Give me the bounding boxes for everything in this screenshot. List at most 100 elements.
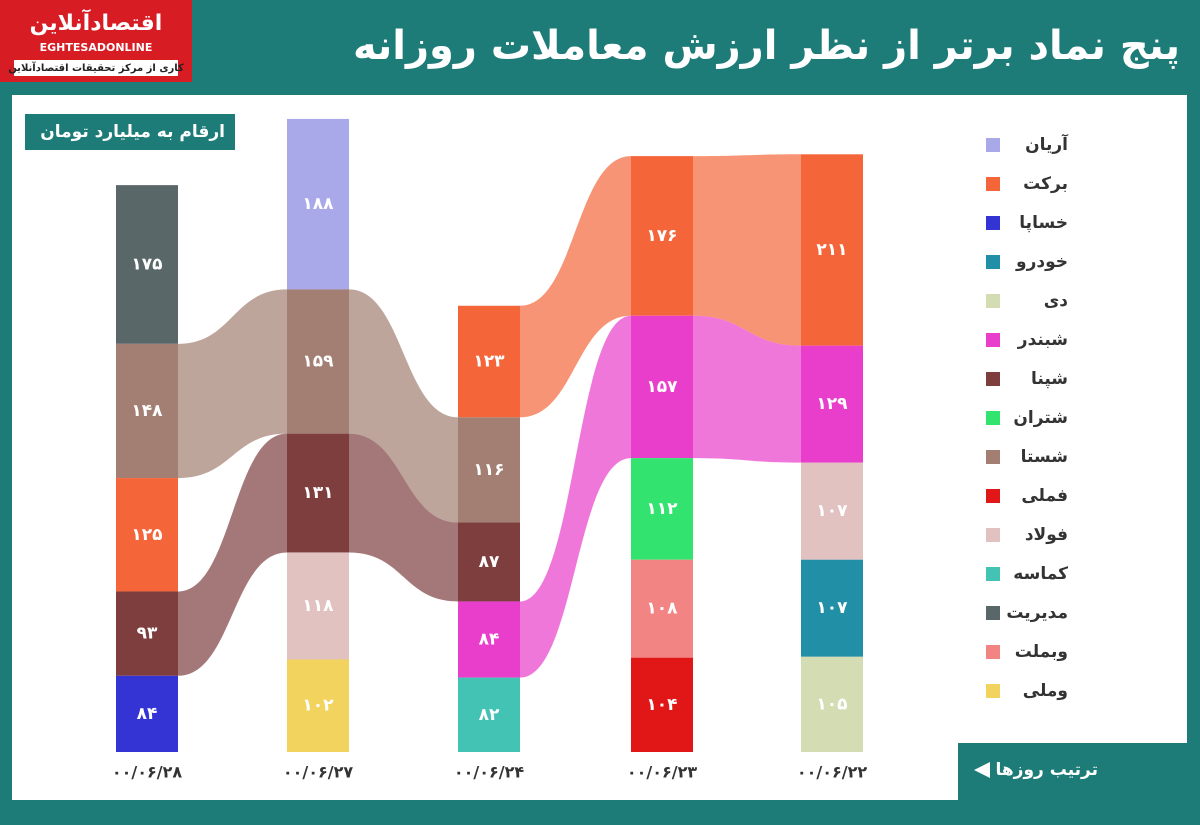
legend-label: فملی: [1021, 486, 1068, 506]
segment: [287, 659, 349, 752]
legend-label: شستا: [1021, 447, 1068, 467]
segment: [287, 433, 349, 553]
segment: [631, 458, 693, 560]
legend-swatch: [986, 216, 1000, 230]
value-label: ۱۲۹: [816, 394, 848, 414]
legend-swatch: [986, 177, 1000, 191]
segment: [631, 156, 693, 316]
value-label: ۸۷: [479, 552, 500, 572]
date-label: ۰۰/۰۶/۲۴: [454, 763, 525, 782]
legend-swatch: [986, 411, 1000, 425]
segment: [801, 345, 863, 463]
legend-label: خساپا: [1019, 213, 1068, 233]
value-label: ۱۱۸: [302, 596, 334, 616]
value-label: ۱۵۹: [302, 352, 334, 372]
legend-label: وملی: [1023, 681, 1068, 701]
legend-swatch: [986, 255, 1000, 269]
value-label: ۱۰۵: [816, 694, 847, 714]
segment: [801, 656, 863, 752]
legend-swatch: [986, 645, 1000, 659]
segment: [458, 601, 520, 678]
segment: [458, 305, 520, 418]
segment: [116, 343, 178, 479]
value-label: ۱۸۸: [302, 194, 334, 214]
logo-tagline: کاری از مرکز تحقیقات اقتصادآنلاین: [8, 61, 184, 74]
tagline-box: [14, 60, 178, 76]
segment: [631, 315, 693, 459]
segment: [631, 657, 693, 752]
segment: [458, 417, 520, 523]
value-label: ۱۵۷: [646, 377, 678, 397]
date-label: ۰۰/۰۶/۲۸: [112, 763, 183, 782]
value-label: ۲۱۱: [816, 240, 847, 260]
subtitle-box: [25, 114, 235, 150]
segment: [458, 677, 520, 752]
value-label: ۱۰۷: [816, 501, 848, 521]
value-label: ۱۳۱: [302, 483, 333, 503]
order-note: ترتیب روزها: [995, 760, 1098, 780]
value-label: ۱۰۷: [816, 598, 848, 618]
subtitle: ارقام به میلیارد تومان: [40, 122, 225, 142]
legend-label: شپنا: [1031, 369, 1068, 389]
value-label: ۱۲۳: [473, 352, 505, 372]
value-label: ۱۰۲: [302, 696, 334, 716]
segment: [116, 185, 178, 344]
segment: [116, 675, 178, 752]
legend-swatch: [986, 684, 1000, 698]
segment: [116, 591, 178, 676]
legend-label: برکت: [1023, 174, 1068, 194]
flow: [178, 289, 287, 479]
logo-latin: EGHTESADONLINE: [40, 41, 153, 54]
date-label: ۰۰/۰۶/۲۲: [797, 763, 868, 782]
segment: [287, 552, 349, 660]
value-label: ۱۷۵: [131, 254, 162, 274]
date-label: ۰۰/۰۶/۲۷: [283, 763, 354, 782]
value-label: ۸۲: [479, 705, 500, 725]
flow: [178, 433, 287, 676]
value-label: ۱۷۶: [646, 226, 677, 246]
logo-name: اقتصادآنلاین: [30, 8, 163, 36]
order-box: [958, 743, 1188, 800]
segment: [287, 289, 349, 434]
flow: [349, 433, 458, 602]
segment: [801, 559, 863, 657]
segment: [458, 522, 520, 602]
legend-label: خودرو: [1015, 252, 1068, 272]
flow: [693, 315, 801, 463]
marks: آریان برکت خساپا خودرو دی شبندر شپنا شتران شستا ف…: [112, 118, 1069, 782]
segment: [287, 118, 349, 290]
value-label: ۱۰۸: [646, 599, 678, 619]
value-label: ۱۴۸: [131, 401, 163, 421]
value-label: ۸۴: [479, 630, 500, 650]
legend-swatch: [986, 450, 1000, 464]
legend-label: وبملت: [1015, 642, 1068, 662]
flow: [349, 289, 458, 523]
value-label: ۸۴: [137, 704, 158, 724]
value-label: ۱۰۴: [646, 695, 677, 715]
legend-label: شبندر: [1017, 330, 1068, 350]
segment: [631, 559, 693, 658]
segment: [801, 154, 863, 346]
flow: [520, 156, 631, 418]
order-arrow: [974, 762, 990, 778]
flow: [520, 315, 631, 678]
segment: [116, 478, 178, 592]
legend-swatch: [986, 138, 1000, 152]
value-label: ۱۲۵: [131, 525, 162, 545]
flow: [693, 154, 801, 346]
legend-swatch: [986, 333, 1000, 347]
date-label: ۰۰/۰۶/۲۳: [627, 763, 698, 782]
legend-label: شتران: [1013, 408, 1068, 428]
value-label: ۱۱۲: [646, 499, 678, 519]
legend-label: دی: [1044, 291, 1069, 311]
value-label: ۱۱۶: [473, 460, 504, 480]
flows: [178, 154, 801, 678]
legend-label: کماسه: [1013, 564, 1068, 584]
legend-swatch: [986, 372, 1000, 386]
legend-swatch: [986, 528, 1000, 542]
segment: [801, 462, 863, 560]
chart-title: پنج نماد برتر از نظر ارزش معاملات روزانه: [353, 23, 1180, 69]
legend-swatch: [986, 606, 1000, 620]
